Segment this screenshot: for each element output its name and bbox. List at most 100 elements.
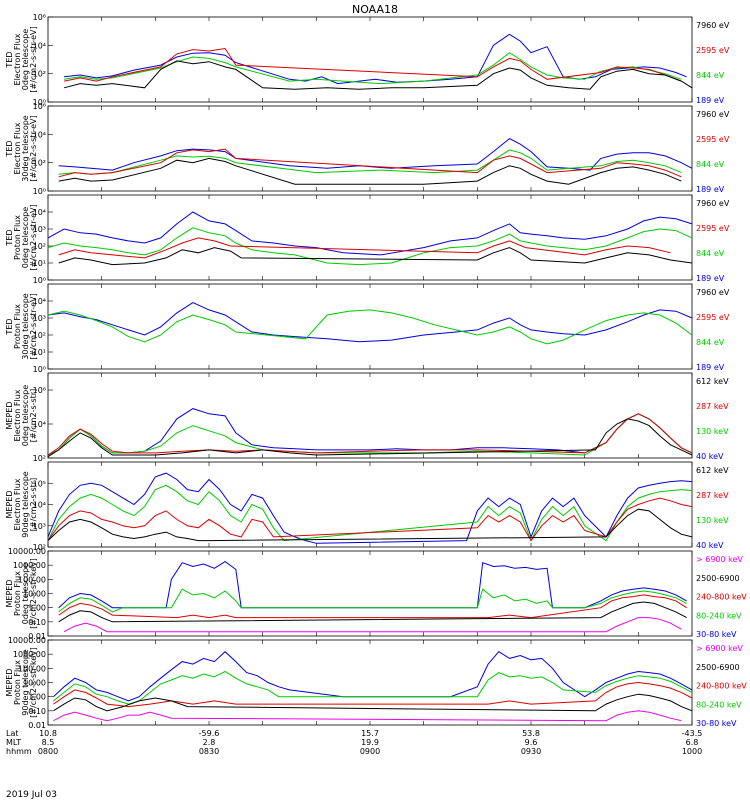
y-tick-label: 10²	[33, 242, 46, 251]
legend-entry: 189 eV	[696, 96, 725, 105]
y-axis-label: 90deg telescope	[21, 471, 30, 538]
x-axis-labels: Lat 10.8 -59.6 15.7 53.8 -43.5 MLT 8.5 2.8 19.9 9.…	[6, 729, 702, 756]
panel-frame	[47, 639, 693, 726]
y-tick-label: 10²	[33, 159, 46, 168]
y-tick-label: 10⁴	[33, 41, 46, 50]
y-axis-label: Proton Flux	[13, 571, 22, 616]
legend-entry: 7960 eV	[696, 110, 730, 119]
y-axis-label: 30deg telescope	[21, 115, 30, 182]
panel-ted-proton-0: 10⁰ 10¹ 10² 10³ 10⁴ TED Proton Flux 0deg telesc…	[5, 194, 730, 285]
panel-meped-electron-0: 10² 10⁴ 10⁶ MEPED Electron Flux 0deg telescop…	[5, 372, 729, 463]
panel-frame	[47, 16, 693, 103]
x-tick-label: -43.5	[682, 729, 703, 738]
y-axis-label: 0deg telescope	[21, 207, 30, 268]
y-tick-label: 10²	[33, 70, 46, 79]
legend-entry: 2595 eV	[696, 224, 730, 233]
legend-entry: 80-240 keV	[696, 700, 742, 709]
x-tick-label: 2.8	[203, 738, 216, 747]
y-tick-label: 10.00	[23, 679, 46, 688]
y-tick-label: 10.00	[23, 590, 46, 599]
y-tick-label: 10²	[33, 454, 46, 463]
y-tick-label: 10⁰	[33, 187, 46, 196]
legend-entry: 612 keV	[696, 466, 729, 475]
y-axis-label: [#/cm2-s-str]	[29, 478, 38, 531]
panels: 10⁰ 10² 10⁴ 10⁶ TED Electron Flux 0deg telesco…	[5, 13, 747, 730]
legend-entry: 2500-6900	[696, 663, 740, 672]
legend-entry: > 6900 keV	[696, 644, 743, 653]
series-line	[53, 681, 693, 708]
series-line	[47, 418, 693, 458]
series-line	[47, 211, 693, 256]
series-line	[53, 651, 693, 702]
y-tick-label: 10000.00	[8, 636, 46, 645]
x-tick-label: 19.9	[361, 738, 379, 747]
legend-entry: 2595 eV	[696, 46, 730, 55]
y-axis-label: Electron Flux	[13, 389, 22, 441]
y-tick-label: 10⁴	[33, 208, 46, 217]
y-tick-label: 10000.00	[8, 547, 46, 556]
y-axis-label: Proton Flux	[13, 215, 22, 260]
series-line	[47, 472, 693, 544]
y-tick-label: 1000.00	[13, 650, 46, 659]
y-tick-label: 10³	[33, 225, 46, 234]
panel-meped-proton-90: 0.01 0.10 1.00 10.00 100.00 1000.00 10000.00 ME…	[5, 636, 747, 730]
y-axis-label: MEPED	[5, 669, 14, 697]
y-axis-label: [#/cm2-s-str-eV]	[29, 115, 38, 181]
x-tick-label: 6.8	[686, 738, 699, 747]
y-tick-label: 10¹	[33, 348, 46, 357]
y-axis-label: MEPED	[5, 491, 14, 519]
y-tick-label: 10⁰	[33, 98, 46, 107]
legend-entry: 240-800 keV	[696, 593, 747, 602]
y-axis-label: 90deg telescope	[21, 649, 30, 716]
y-axis-label: Electron Flux	[13, 478, 22, 530]
y-tick-label: 10²	[33, 543, 46, 552]
y-tick-label: 10³	[33, 314, 46, 323]
legend-entry: 30-80 keV	[696, 719, 737, 728]
y-tick-label: 10⁴	[33, 297, 46, 306]
series-line	[53, 693, 693, 712]
legend-entry: 2595 eV	[696, 313, 730, 322]
x-tick-label: 9.6	[525, 738, 538, 747]
panel-frame	[47, 461, 693, 548]
y-axis-label: TED	[5, 229, 14, 246]
series-line	[58, 601, 687, 623]
legend-entry: 130 keV	[696, 427, 729, 436]
chart-title: NOAA18	[352, 3, 398, 16]
y-axis-label: [#/cm2-s-str-keV]	[29, 647, 38, 718]
legend-entry: 240-800 keV	[696, 682, 747, 691]
y-tick-label: 10⁶	[33, 13, 46, 22]
panel-meped-electron-90: 10² 10³ 10⁴ 10⁵ MEPED Electron Flux 90deg tele…	[5, 461, 729, 552]
series-line	[47, 302, 693, 343]
y-tick-label: 10⁵	[33, 479, 46, 488]
series-line	[58, 148, 682, 178]
legend-entry: 80-240 keV	[696, 611, 742, 620]
y-tick-label: 10³	[33, 522, 46, 531]
y-tick-label: 10⁶	[33, 386, 46, 395]
y-axis-label: Proton Flux	[13, 304, 22, 349]
legend-entry: 7960 eV	[696, 199, 730, 208]
legend-entry: 40 keV	[696, 452, 724, 461]
series-line	[58, 588, 687, 613]
y-axis-label: 0deg telescope	[21, 29, 30, 90]
legend-entry: 7960 eV	[696, 21, 730, 30]
y-tick-label: 1000.00	[13, 561, 46, 570]
legend-entry: 844 eV	[696, 249, 725, 258]
y-axis-label: TED	[5, 51, 14, 68]
legend-entry: 40 keV	[696, 541, 724, 550]
x-tick-label: 53.8	[522, 729, 540, 738]
y-axis-label: MEPED	[5, 580, 14, 608]
series-line	[58, 138, 693, 171]
y-tick-label: 0.10	[28, 707, 46, 716]
y-axis-label: 0deg telescope	[21, 563, 30, 624]
legend-entry: 844 eV	[696, 160, 725, 169]
legend-entry: 2595 eV	[696, 135, 730, 144]
series-line	[64, 33, 687, 85]
y-axis-label: TED	[5, 318, 14, 335]
series-line	[63, 617, 682, 633]
series-line	[47, 413, 693, 456]
series-line	[58, 594, 687, 619]
x-tick-label: 15.7	[361, 729, 379, 738]
y-tick-label: 0.01	[28, 721, 46, 730]
legend-entry: 30-80 keV	[696, 630, 737, 639]
